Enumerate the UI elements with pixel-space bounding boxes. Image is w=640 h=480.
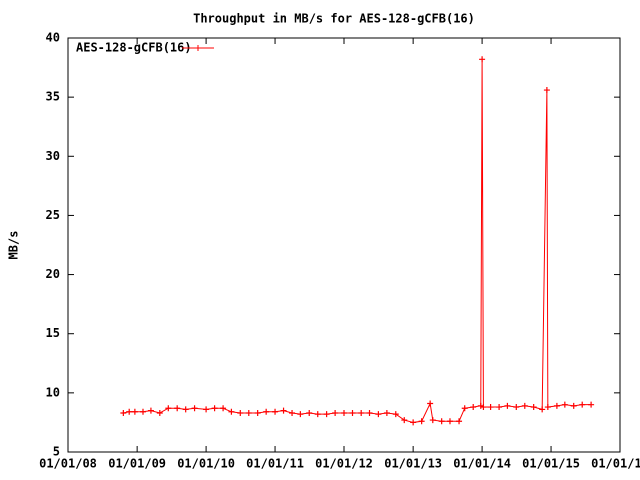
data-point: [314, 411, 321, 418]
x-tick-label: 01/01/10: [177, 457, 235, 471]
data-point: [182, 406, 189, 413]
data-point: [470, 404, 477, 411]
data-point: [427, 400, 434, 407]
data-point: [203, 406, 210, 413]
data-point: [297, 411, 304, 418]
y-tick-label: 35: [46, 90, 60, 104]
data-point: [544, 404, 551, 411]
data-point: [579, 401, 586, 408]
data-point: [438, 418, 445, 425]
data-point: [220, 405, 227, 412]
data-point: [126, 408, 133, 415]
x-tick-label: 01/01/13: [384, 457, 442, 471]
data-point: [429, 417, 436, 424]
y-tick-label: 20: [46, 267, 60, 281]
data-point: [131, 408, 138, 415]
data-point: [543, 87, 550, 94]
data-point: [479, 56, 486, 63]
data-point: [280, 407, 287, 414]
x-tick-label: 01/01/09: [108, 457, 166, 471]
data-point: [191, 405, 198, 412]
y-tick-label: 10: [46, 385, 60, 399]
data-point: [513, 404, 520, 411]
data-point: [410, 419, 417, 426]
x-tick-label: 01/01/16: [591, 457, 640, 471]
data-point: [165, 405, 172, 412]
data-point: [245, 409, 252, 416]
data-point: [366, 409, 373, 416]
x-tick-label: 01/01/15: [522, 457, 580, 471]
data-point: [306, 409, 313, 416]
data-point: [174, 405, 181, 412]
x-tick-label: 01/01/08: [39, 457, 97, 471]
data-point: [418, 418, 425, 425]
data-point: [480, 404, 487, 411]
data-point: [228, 408, 235, 415]
data-point: [263, 408, 270, 415]
legend-label: AES-128-gCFB(16): [76, 41, 192, 55]
data-point: [570, 402, 577, 409]
data-point: [383, 409, 390, 416]
data-point: [341, 409, 347, 416]
data-point: [237, 409, 244, 416]
data-point: [211, 405, 218, 412]
data-point: [553, 402, 560, 409]
y-tick-label: 25: [46, 208, 60, 222]
data-point: [530, 404, 537, 411]
legend-swatch: [195, 45, 201, 51]
data-point: [456, 418, 463, 425]
data-point: [504, 402, 511, 409]
y-tick-label: 40: [46, 31, 60, 45]
x-tick-label: 01/01/12: [315, 457, 373, 471]
x-tick-label: 01/01/14: [453, 457, 511, 471]
plot-frame: [67, 37, 621, 453]
data-point: [375, 411, 382, 418]
data-point: [487, 404, 494, 411]
data-point: [323, 411, 330, 418]
y-axis-label: MB/s: [7, 231, 21, 260]
x-tick-label: 01/01/11: [246, 457, 304, 471]
y-tick-label: 30: [46, 149, 60, 163]
data-point: [289, 409, 296, 416]
data-point: [358, 409, 365, 416]
y-tick-label: 5: [53, 445, 60, 459]
data-point: [561, 401, 568, 408]
data-point: [477, 402, 484, 409]
data-point: [139, 408, 146, 415]
data-point: [272, 408, 279, 415]
data-point: [401, 417, 408, 424]
data-point: [539, 406, 546, 413]
series-line: [123, 59, 592, 423]
data-point: [521, 402, 528, 409]
data-point: [461, 405, 468, 412]
data-point: [392, 411, 399, 418]
chart-title: Throughput in MB/s for AES-128-gCFB(16): [193, 12, 475, 26]
data-point: [120, 409, 127, 416]
data-point: [254, 409, 261, 416]
data-point: [332, 409, 339, 416]
data-point: [496, 404, 503, 411]
data-point: [147, 407, 154, 414]
data-point: [156, 409, 163, 416]
data-point: [446, 418, 453, 425]
data-point: [588, 401, 595, 408]
y-tick-label: 15: [46, 326, 60, 340]
data-point: [349, 409, 356, 416]
